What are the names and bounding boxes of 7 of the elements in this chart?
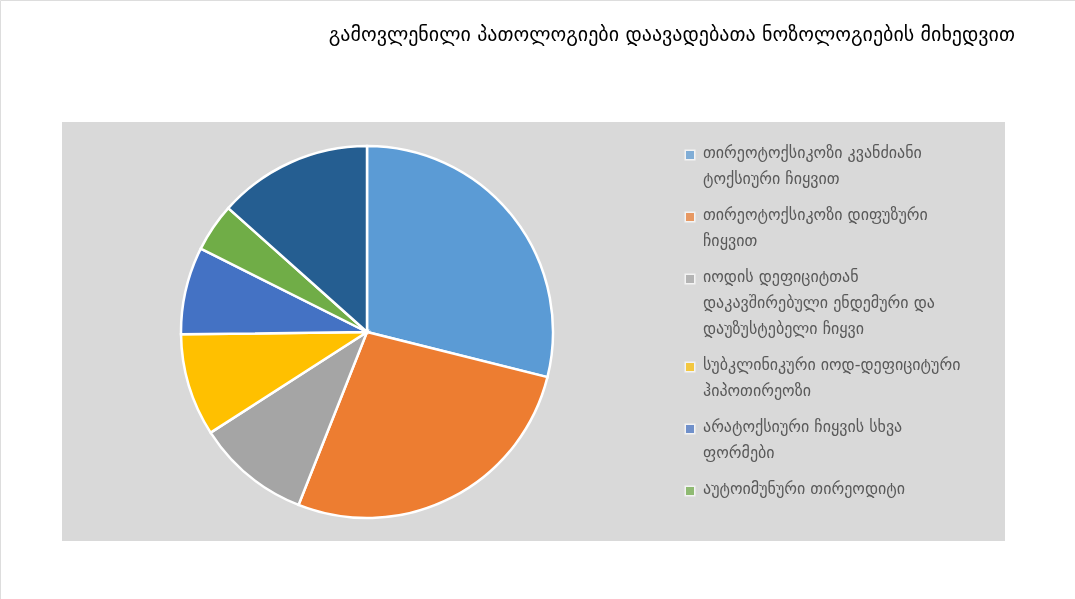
legend-label: აუტოიმუნური თირეოდიტი xyxy=(703,479,905,498)
legend-label: იოდის დეფიციტთან დაკავშირებული ენდემური და დაუზუსტებელი ჩიყვი xyxy=(703,267,935,338)
legend-label: თირეოტოქსიკოზი კვანძიანი ტოქსიური ჩიყვით xyxy=(703,143,922,188)
legend-label: თირეოტოქსიკოზი დიფუზური ჩიყვით xyxy=(703,205,928,250)
legend-label: არატოქსიური ჩიყვის სხვა ფორმები xyxy=(703,417,903,462)
chart-title: გამოვლენილი პათოლოგიები დაავადებათა ნოზოლოგიების მიხედვით xyxy=(328,22,1015,46)
legend-label: სუბკლინიკური იოდ-დეფიციტური ჰიპოთირეოზი xyxy=(703,355,961,400)
